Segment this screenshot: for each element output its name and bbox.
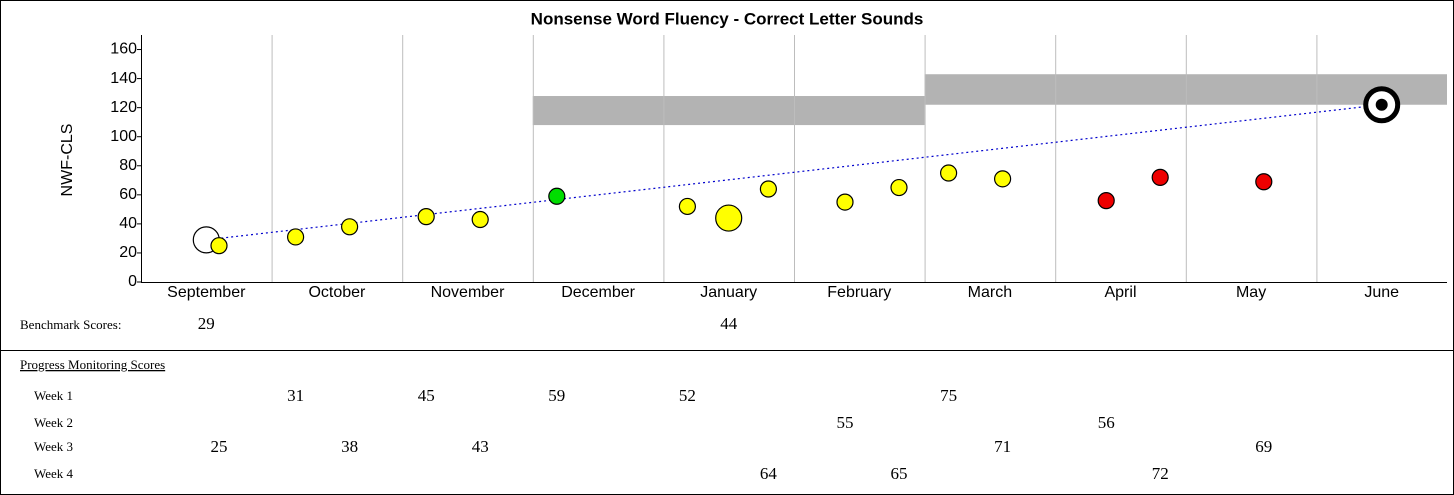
week-label: Week 2 — [34, 415, 73, 430]
x-tick-label: November — [431, 284, 505, 301]
progress-point — [1255, 173, 1273, 191]
progress-point — [287, 228, 305, 246]
progress-point — [890, 178, 908, 197]
benchmark-score: 44 — [720, 314, 738, 333]
benchmark-point — [715, 204, 743, 232]
progress-score: 38 — [341, 437, 358, 456]
x-tick-label: January — [700, 284, 757, 301]
x-tick-label: September — [167, 284, 246, 301]
progress-score: 75 — [940, 386, 957, 405]
x-tick-label: October — [308, 284, 366, 301]
progress-score: 64 — [760, 464, 778, 483]
y-tick-label: 140 — [110, 70, 137, 87]
progress-score: 43 — [472, 437, 489, 456]
goal-dot — [1375, 98, 1388, 111]
progress-point — [678, 197, 697, 216]
y-tick-label: 0 — [128, 273, 137, 290]
progress-point — [1151, 168, 1169, 186]
progress-score: 25 — [211, 437, 228, 456]
chart-title: Nonsense Word Fluency - Correct Letter S… — [531, 9, 924, 28]
x-tick-label: March — [968, 284, 1012, 301]
y-tick-label: 40 — [119, 215, 137, 232]
progress-score: 69 — [1255, 437, 1272, 456]
progress-score: 72 — [1152, 464, 1169, 483]
benchmark-band — [532, 96, 925, 126]
y-tick-label: 120 — [110, 99, 137, 116]
y-tick-label: 160 — [110, 41, 137, 58]
progress-score: 45 — [418, 386, 435, 405]
x-tick-label: May — [1236, 284, 1266, 301]
progress-score: 71 — [994, 437, 1011, 456]
progress-score: 52 — [679, 386, 696, 405]
progress-point — [1097, 192, 1115, 210]
x-tick-label: February — [827, 284, 891, 301]
x-tick-label: December — [561, 284, 635, 301]
y-axis-label: NWF-CLS — [59, 124, 76, 197]
progress-point — [836, 193, 854, 211]
benchmark-score: 29 — [198, 314, 215, 333]
progress-score: 65 — [891, 464, 908, 483]
y-tick-label: 20 — [119, 244, 137, 261]
progress-score: 31 — [287, 386, 304, 405]
progress-score: 56 — [1098, 413, 1115, 432]
week-label: Week 1 — [34, 388, 73, 403]
progress-point — [210, 237, 228, 255]
x-tick-label: June — [1364, 284, 1399, 301]
progress-score: 55 — [837, 413, 854, 432]
progress-point — [939, 164, 958, 182]
progress-point — [759, 180, 778, 198]
progress-point — [417, 208, 435, 226]
progress-score: 59 — [548, 386, 565, 405]
benchmark-label: Benchmark Scores: — [20, 317, 121, 332]
y-tick-label: 60 — [119, 186, 137, 203]
week-label: Week 4 — [34, 466, 74, 481]
progress-point — [548, 187, 566, 205]
week-label: Week 3 — [34, 439, 73, 454]
progress-point — [993, 170, 1012, 188]
y-tick-label: 80 — [119, 157, 137, 174]
x-tick-label: April — [1104, 284, 1136, 301]
aimline — [206, 104, 1382, 241]
progress-point — [471, 210, 489, 229]
progress-title: Progress Monitoring Scores — [20, 357, 165, 372]
progress-point — [341, 218, 359, 236]
y-tick-label: 100 — [110, 128, 137, 145]
